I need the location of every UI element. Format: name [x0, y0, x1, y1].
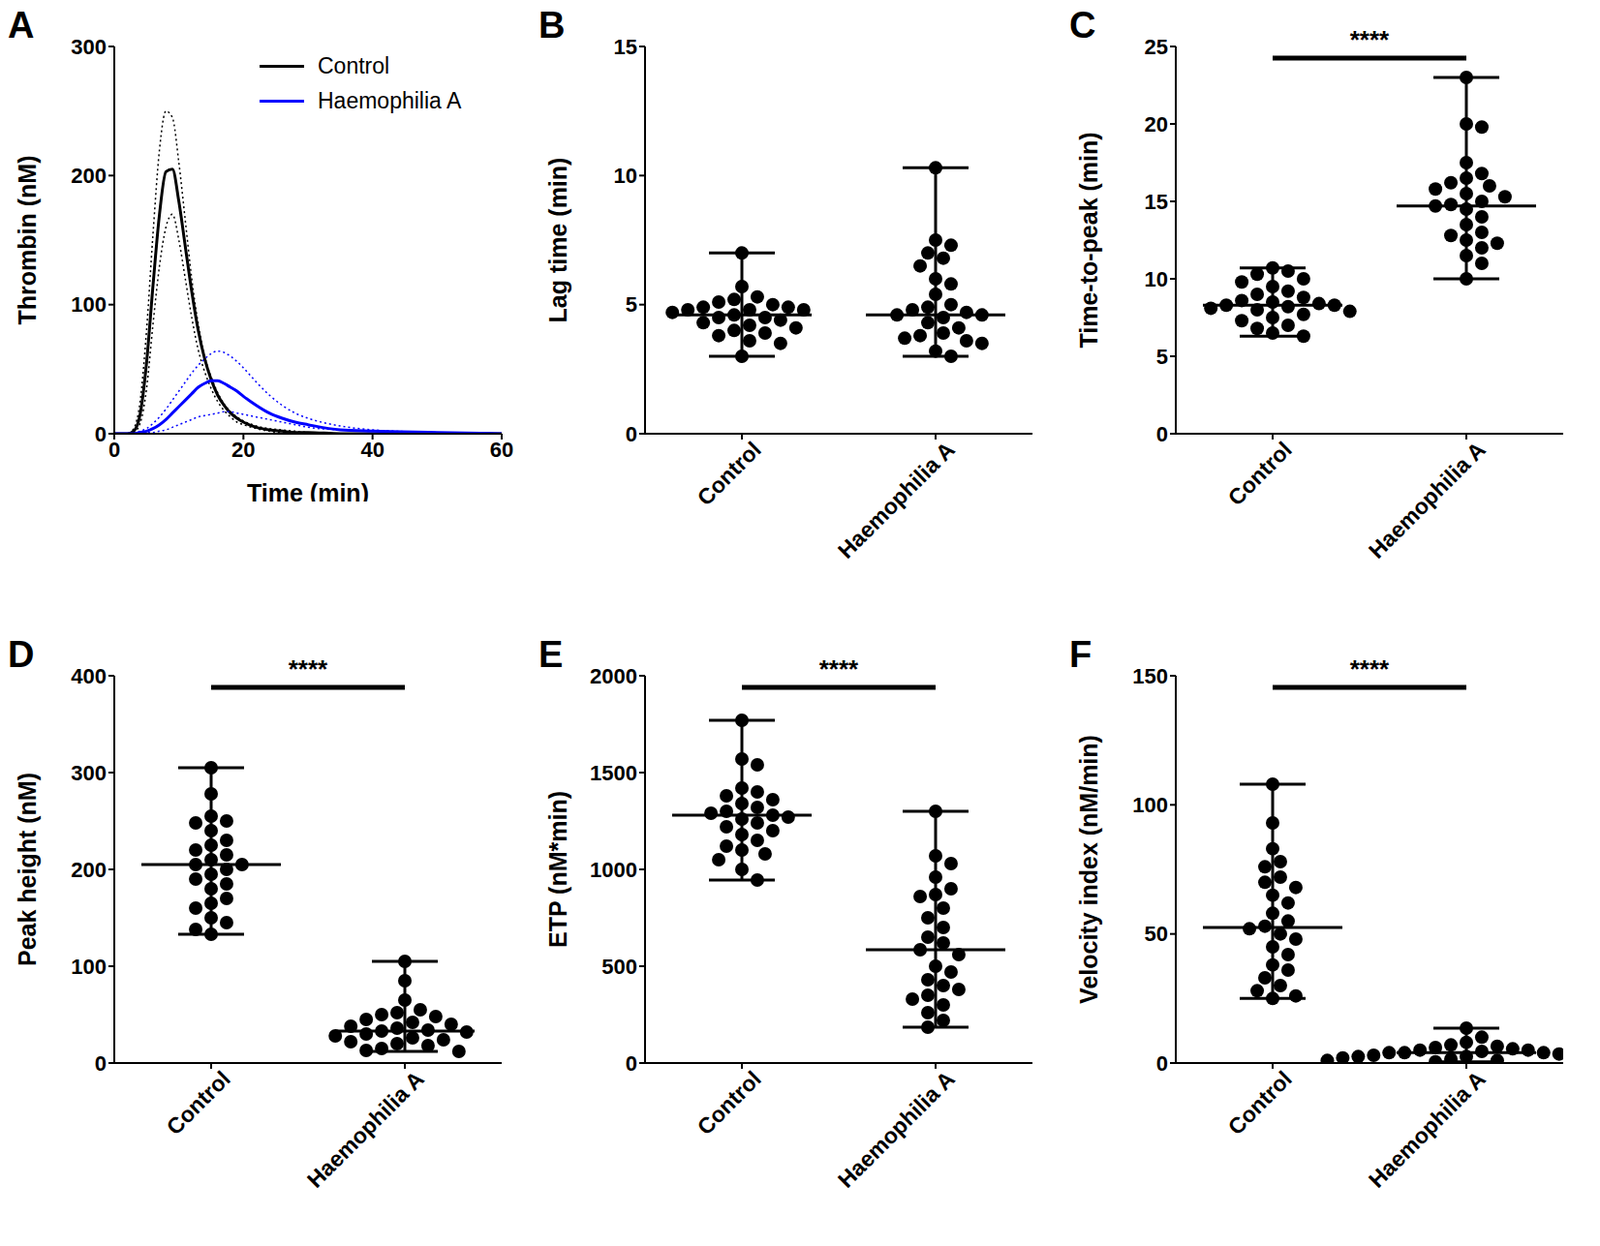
svg-text:Velocity index (nM/min): Velocity index (nM/min): [1075, 735, 1103, 1005]
html-text:B: B: [538, 4, 566, 46]
svg-text:0: 0: [625, 422, 638, 447]
svg-text:0: 0: [625, 1051, 638, 1077]
svg-text:20: 20: [1144, 112, 1169, 137]
svg-text:100: 100: [70, 292, 107, 317]
svg-text:50: 50: [1144, 922, 1169, 947]
svg-text:Haemophilia A: Haemophilia A: [1363, 1066, 1491, 1194]
svg-text:Peak height (nM): Peak height (nM): [13, 772, 41, 967]
svg-text:Thrombin (nM): Thrombin (nM): [13, 155, 41, 326]
svg-text:5: 5: [1156, 344, 1169, 370]
html-text:Haemophilia A: Haemophilia A: [317, 87, 462, 113]
svg-text:15: 15: [614, 34, 638, 60]
svg-text:Time-to-peak (min): Time-to-peak (min): [1075, 131, 1103, 348]
svg-text:300: 300: [70, 761, 107, 786]
svg-text:25: 25: [1144, 34, 1169, 60]
svg-text:5: 5: [625, 292, 638, 317]
svg-text:0: 0: [94, 1051, 107, 1077]
svg-text:Haemophilia A: Haemophilia A: [832, 436, 960, 564]
html-text:E: E: [538, 634, 564, 676]
svg-text:300: 300: [70, 34, 107, 60]
svg-text:Lag time (min): Lag time (min): [544, 157, 572, 324]
html-text:F: F: [1069, 634, 1092, 676]
svg-text:150: 150: [1132, 664, 1169, 689]
svg-text:****: ****: [819, 654, 860, 684]
svg-text:2000: 2000: [589, 664, 638, 689]
svg-text:0: 0: [108, 437, 121, 462]
svg-text:Control: Control: [161, 1066, 236, 1140]
svg-text:****: ****: [1350, 654, 1390, 684]
svg-text:Time (min): Time (min): [246, 479, 370, 502]
html-text:A: A: [7, 4, 35, 46]
svg-text:400: 400: [70, 664, 107, 689]
svg-text:0: 0: [1156, 422, 1169, 447]
svg-text:0: 0: [94, 422, 107, 447]
svg-text:Haemophilia A: Haemophilia A: [302, 1066, 430, 1194]
svg-text:500: 500: [601, 954, 638, 980]
svg-text:Control: Control: [692, 436, 767, 511]
svg-text:10: 10: [614, 163, 638, 188]
svg-text:200: 200: [70, 858, 107, 883]
html-text:D: D: [7, 634, 35, 676]
svg-text:****: ****: [1350, 25, 1390, 55]
svg-text:Haemophilia A: Haemophilia A: [832, 1066, 960, 1194]
svg-text:60: 60: [490, 437, 514, 462]
svg-text:1500: 1500: [589, 761, 638, 786]
svg-text:Control: Control: [692, 1066, 767, 1140]
svg-text:200: 200: [70, 163, 107, 188]
svg-text:20: 20: [231, 437, 255, 462]
svg-text:1000: 1000: [589, 858, 638, 883]
svg-text:Haemophilia A: Haemophilia A: [1363, 436, 1491, 564]
svg-text:100: 100: [70, 954, 107, 980]
svg-text:****: ****: [288, 654, 329, 684]
html-text:Control: Control: [317, 52, 390, 78]
svg-text:100: 100: [1132, 793, 1169, 818]
svg-text:Control: Control: [1223, 436, 1297, 511]
svg-text:Control: Control: [1223, 1066, 1297, 1140]
html-text:C: C: [1069, 4, 1096, 46]
svg-text:10: 10: [1144, 267, 1169, 292]
svg-text:0: 0: [1156, 1051, 1169, 1077]
svg-text:15: 15: [1144, 189, 1169, 215]
svg-text:ETP (nM*min): ETP (nM*min): [544, 791, 572, 949]
svg-text:40: 40: [360, 437, 384, 462]
